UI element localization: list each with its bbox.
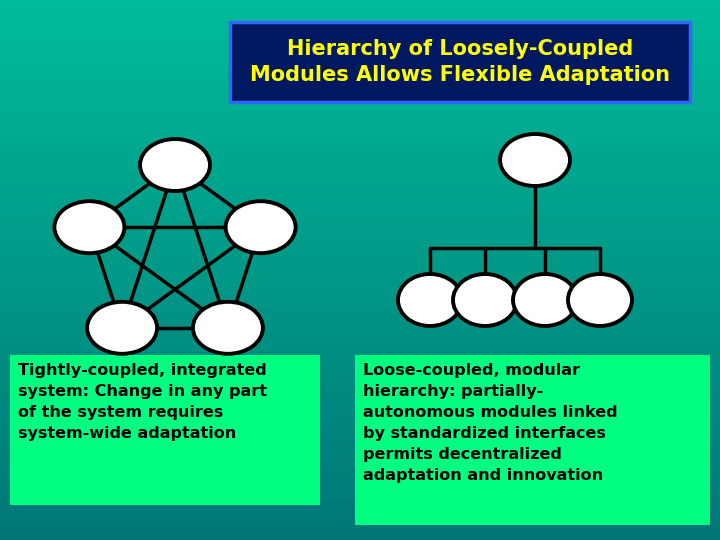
Bar: [0, 130, 720, 140]
Bar: [0, 450, 720, 460]
Ellipse shape: [568, 274, 632, 326]
Bar: [0, 340, 720, 350]
Bar: [0, 200, 720, 210]
Ellipse shape: [453, 274, 517, 326]
Bar: [0, 250, 720, 260]
Bar: [0, 100, 720, 110]
Bar: [0, 210, 720, 220]
Bar: [0, 280, 720, 290]
Bar: [0, 400, 720, 410]
Bar: [0, 60, 720, 70]
FancyBboxPatch shape: [355, 355, 710, 525]
Bar: [0, 190, 720, 200]
Bar: [0, 500, 720, 510]
Bar: [0, 480, 720, 490]
Ellipse shape: [225, 201, 296, 253]
Bar: [0, 460, 720, 470]
Bar: [0, 380, 720, 390]
Bar: [0, 0, 720, 10]
Bar: [0, 310, 720, 320]
Bar: [0, 140, 720, 150]
FancyBboxPatch shape: [230, 22, 690, 102]
Bar: [0, 490, 720, 500]
Bar: [0, 440, 720, 450]
Bar: [0, 20, 720, 30]
Bar: [0, 70, 720, 80]
Ellipse shape: [87, 302, 157, 354]
Bar: [0, 230, 720, 240]
Bar: [0, 370, 720, 380]
Bar: [0, 260, 720, 270]
Bar: [0, 30, 720, 40]
Bar: [0, 410, 720, 420]
Bar: [0, 300, 720, 310]
Bar: [0, 510, 720, 520]
Ellipse shape: [398, 274, 462, 326]
Bar: [0, 330, 720, 340]
Ellipse shape: [55, 201, 125, 253]
Bar: [0, 530, 720, 540]
Bar: [0, 120, 720, 130]
Bar: [0, 90, 720, 100]
Bar: [0, 110, 720, 120]
Bar: [0, 270, 720, 280]
Bar: [0, 40, 720, 50]
Bar: [0, 160, 720, 170]
Bar: [0, 390, 720, 400]
Bar: [0, 10, 720, 20]
Ellipse shape: [193, 302, 263, 354]
Ellipse shape: [140, 139, 210, 191]
Bar: [0, 320, 720, 330]
Bar: [0, 170, 720, 180]
Bar: [0, 470, 720, 480]
Bar: [0, 360, 720, 370]
Bar: [0, 290, 720, 300]
FancyBboxPatch shape: [10, 355, 320, 505]
Bar: [0, 430, 720, 440]
Bar: [0, 350, 720, 360]
Text: Loose-coupled, modular
hierarchy: partially-
autonomous modules linked
by standa: Loose-coupled, modular hierarchy: partia…: [363, 363, 618, 483]
Bar: [0, 50, 720, 60]
Bar: [0, 520, 720, 530]
Bar: [0, 180, 720, 190]
Ellipse shape: [513, 274, 577, 326]
Bar: [0, 80, 720, 90]
Bar: [0, 150, 720, 160]
Text: Hierarchy of Loosely-Coupled
Modules Allows Flexible Adaptation: Hierarchy of Loosely-Coupled Modules All…: [250, 39, 670, 85]
Bar: [0, 220, 720, 230]
Ellipse shape: [500, 134, 570, 186]
Text: Tightly-coupled, integrated
system: Change in any part
of the system requires
sy: Tightly-coupled, integrated system: Chan…: [18, 363, 267, 441]
Bar: [0, 240, 720, 250]
Bar: [0, 420, 720, 430]
